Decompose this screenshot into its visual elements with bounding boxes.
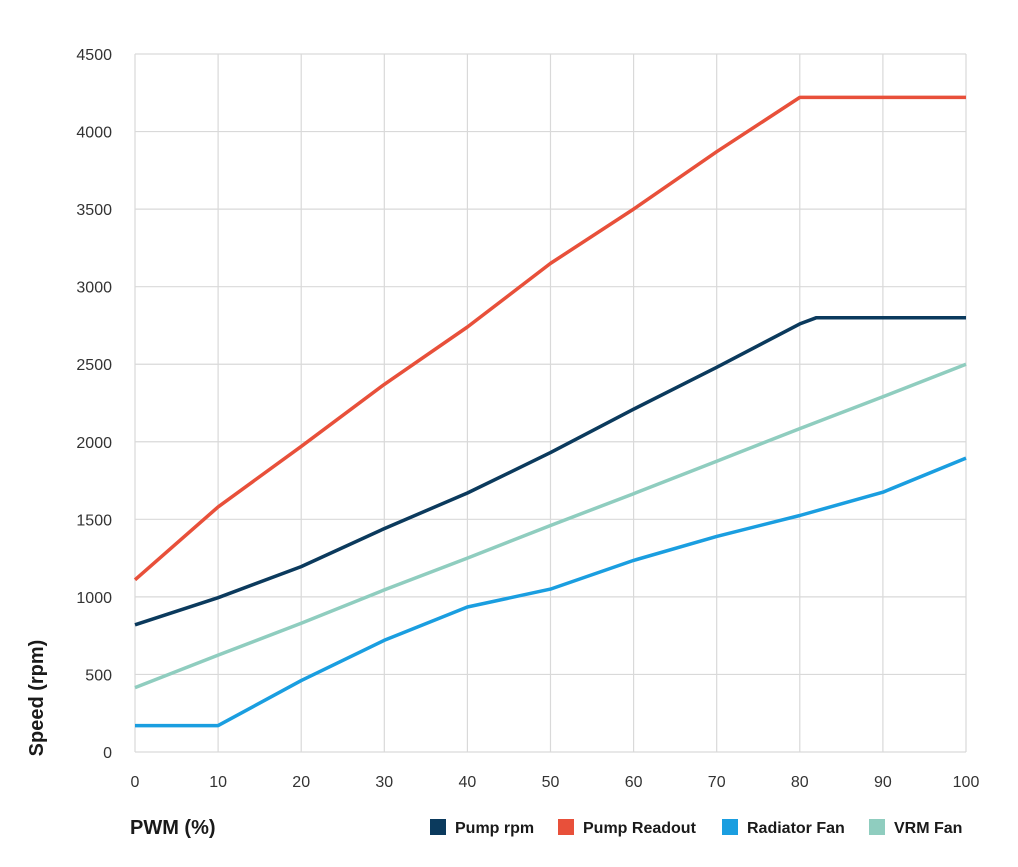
x-tick-label: 40 <box>459 774 477 791</box>
series-line-pump-readout <box>133 95 966 582</box>
y-tick-label: 1000 <box>76 590 112 607</box>
x-tick-label: 20 <box>292 774 310 791</box>
legend-label: Radiator Fan <box>747 820 845 837</box>
series-line-pump-rpm <box>134 315 966 627</box>
legend-swatch <box>869 819 885 835</box>
y-axis-ticks: 0 500 1000 1500 2000 2500 3000 3500 4000 4500 <box>76 47 112 762</box>
legend-label: VRM Fan <box>894 820 962 837</box>
x-tick-label: 0 <box>131 774 140 791</box>
series-line-vrm-fan <box>134 362 967 690</box>
x-axis-title: PWM (%) <box>130 817 216 839</box>
y-tick-label: 2500 <box>76 357 112 374</box>
legend-label: Pump Readout <box>583 820 697 837</box>
legend-swatch <box>430 819 446 835</box>
y-tick-label: 0 <box>103 745 112 762</box>
x-tick-label: 60 <box>625 774 643 791</box>
y-tick-label: 4000 <box>76 125 112 142</box>
y-tick-label: 3500 <box>76 202 112 219</box>
x-tick-label: 70 <box>708 774 726 791</box>
legend-swatch <box>722 819 738 835</box>
chart-legend: Pump rpm Pump Readout Radiator Fan VRM Fan <box>430 819 962 837</box>
series-line-radiator-fan <box>135 456 967 728</box>
legend-label: Pump rpm <box>455 820 534 837</box>
x-tick-label: 80 <box>791 774 809 791</box>
x-tick-label: 30 <box>375 774 393 791</box>
chart-grid <box>134 53 967 753</box>
x-tick-label: 90 <box>874 774 892 791</box>
y-tick-label: 3000 <box>76 280 112 297</box>
x-axis-ticks: 0 10 20 30 40 50 60 70 80 90 100 <box>131 774 980 791</box>
x-tick-label: 10 <box>209 774 227 791</box>
y-axis-title: Speed (rpm) <box>26 640 48 757</box>
chart-series <box>133 95 967 728</box>
y-tick-label: 4500 <box>76 47 112 64</box>
x-tick-label: 50 <box>542 774 560 791</box>
y-tick-label: 500 <box>85 667 112 684</box>
legend-swatch <box>558 819 574 835</box>
y-tick-label: 1500 <box>76 512 112 529</box>
y-tick-label: 2000 <box>76 435 112 452</box>
x-tick-label: 100 <box>953 774 980 791</box>
